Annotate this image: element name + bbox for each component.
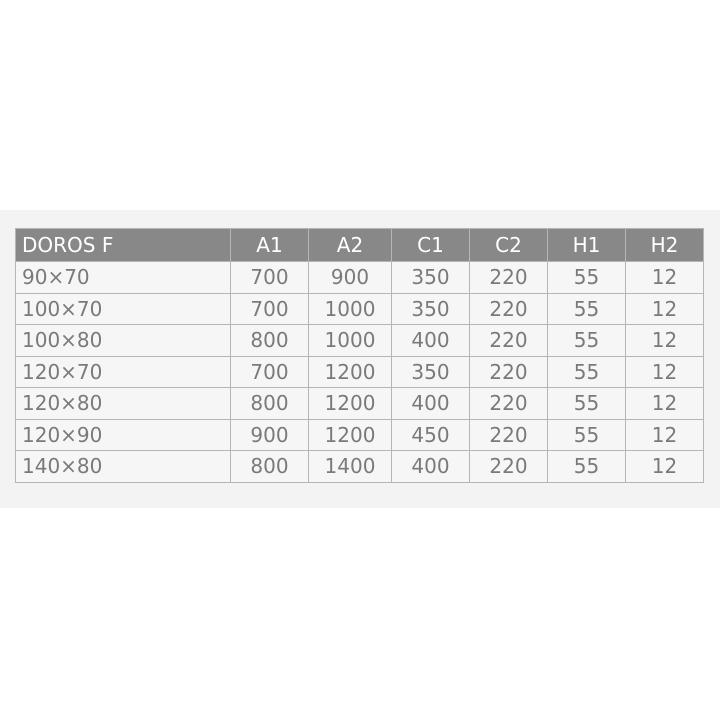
table-row: 120×90 900 1200 450 220 55 12 <box>15 418 704 451</box>
header-c1: C1 <box>391 228 470 262</box>
cell-h2: 12 <box>625 324 704 357</box>
cell-h1: 55 <box>547 292 626 325</box>
cell-a2: 1200 <box>308 387 392 420</box>
cell-a1: 900 <box>230 418 309 451</box>
cell-h2: 12 <box>625 355 704 388</box>
cell-h1: 55 <box>547 387 626 420</box>
cell-h1: 55 <box>547 450 626 483</box>
header-h1: H1 <box>547 228 626 262</box>
cell-h1: 55 <box>547 261 626 294</box>
cell-model: 100×70 <box>15 292 231 325</box>
cell-c2: 220 <box>469 261 548 294</box>
cell-a1: 800 <box>230 450 309 483</box>
cell-c1: 350 <box>391 261 470 294</box>
header-h2: H2 <box>625 228 704 262</box>
cell-a1: 700 <box>230 292 309 325</box>
cell-model: 100×80 <box>15 324 231 357</box>
cell-a1: 700 <box>230 355 309 388</box>
dimensions-table: DOROS F A1 A2 C1 C2 H1 H2 90×70 700 900 350… <box>15 228 704 483</box>
cell-c1: 350 <box>391 355 470 388</box>
table-row: 140×80 800 1400 400 220 55 12 <box>15 450 704 483</box>
cell-h1: 55 <box>547 355 626 388</box>
cell-model: 140×80 <box>15 450 231 483</box>
cell-c2: 220 <box>469 355 548 388</box>
cell-c1: 400 <box>391 387 470 420</box>
table-header-row: DOROS F A1 A2 C1 C2 H1 H2 <box>15 228 704 262</box>
cell-a2: 1200 <box>308 355 392 388</box>
cell-h1: 55 <box>547 324 626 357</box>
cell-c2: 220 <box>469 324 548 357</box>
cell-h1: 55 <box>547 418 626 451</box>
table-row: 120×80 800 1200 400 220 55 12 <box>15 387 704 420</box>
cell-c2: 220 <box>469 387 548 420</box>
cell-c1: 350 <box>391 292 470 325</box>
header-a2: A2 <box>308 228 392 262</box>
header-model: DOROS F <box>15 228 231 262</box>
cell-model: 120×90 <box>15 418 231 451</box>
cell-c1: 400 <box>391 324 470 357</box>
cell-c1: 450 <box>391 418 470 451</box>
cell-a2: 1000 <box>308 292 392 325</box>
header-a1: A1 <box>230 228 309 262</box>
cell-model: 90×70 <box>15 261 231 294</box>
table-row: 90×70 700 900 350 220 55 12 <box>15 261 704 294</box>
cell-c1: 400 <box>391 450 470 483</box>
cell-a2: 1400 <box>308 450 392 483</box>
cell-a2: 1200 <box>308 418 392 451</box>
cell-a1: 800 <box>230 324 309 357</box>
cell-c2: 220 <box>469 450 548 483</box>
cell-a2: 1000 <box>308 324 392 357</box>
cell-h2: 12 <box>625 418 704 451</box>
cell-a1: 800 <box>230 387 309 420</box>
cell-model: 120×80 <box>15 387 231 420</box>
table-row: 100×80 800 1000 400 220 55 12 <box>15 324 704 357</box>
table-row: 100×70 700 1000 350 220 55 12 <box>15 292 704 325</box>
cell-h2: 12 <box>625 292 704 325</box>
cell-model: 120×70 <box>15 355 231 388</box>
cell-a1: 700 <box>230 261 309 294</box>
cell-c2: 220 <box>469 418 548 451</box>
cell-c2: 220 <box>469 292 548 325</box>
cell-h2: 12 <box>625 387 704 420</box>
cell-a2: 900 <box>308 261 392 294</box>
cell-h2: 12 <box>625 450 704 483</box>
cell-h2: 12 <box>625 261 704 294</box>
table-row: 120×70 700 1200 350 220 55 12 <box>15 355 704 388</box>
header-c2: C2 <box>469 228 548 262</box>
